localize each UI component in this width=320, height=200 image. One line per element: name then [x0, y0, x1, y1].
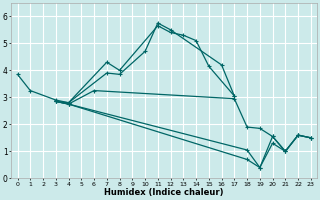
X-axis label: Humidex (Indice chaleur): Humidex (Indice chaleur) [104, 188, 224, 197]
